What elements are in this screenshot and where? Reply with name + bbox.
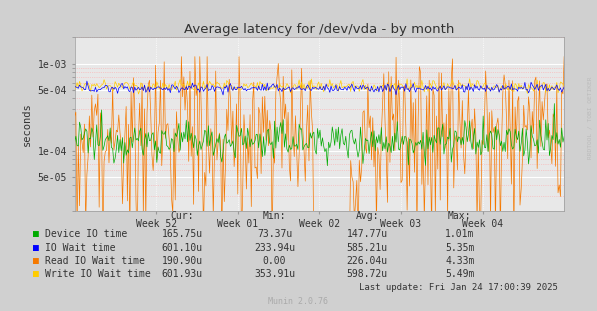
Text: ■: ■ xyxy=(33,269,39,279)
Text: Min:: Min: xyxy=(263,211,287,221)
Text: 226.04u: 226.04u xyxy=(347,256,387,266)
Text: 233.94u: 233.94u xyxy=(254,243,295,253)
Text: ■: ■ xyxy=(33,243,39,253)
Text: Max:: Max: xyxy=(448,211,472,221)
Text: Last update: Fri Jan 24 17:00:39 2025: Last update: Fri Jan 24 17:00:39 2025 xyxy=(359,283,558,292)
Text: IO Wait time: IO Wait time xyxy=(45,243,115,253)
Title: Average latency for /dev/vda - by month: Average latency for /dev/vda - by month xyxy=(184,23,454,36)
Text: ■: ■ xyxy=(33,230,39,239)
Text: Write IO Wait time: Write IO Wait time xyxy=(45,269,150,279)
Text: Cur:: Cur: xyxy=(170,211,194,221)
Text: 0.00: 0.00 xyxy=(263,256,287,266)
Text: Device IO time: Device IO time xyxy=(45,230,127,239)
Text: RRDTOOL / TOBI OETIKER: RRDTOOL / TOBI OETIKER xyxy=(588,77,593,160)
Text: 5.35m: 5.35m xyxy=(445,243,475,253)
Text: 585.21u: 585.21u xyxy=(347,243,387,253)
Text: 598.72u: 598.72u xyxy=(347,269,387,279)
Text: 190.90u: 190.90u xyxy=(162,256,202,266)
Text: 73.37u: 73.37u xyxy=(257,230,293,239)
Text: 1.01m: 1.01m xyxy=(445,230,475,239)
Text: 147.77u: 147.77u xyxy=(347,230,387,239)
Text: 601.10u: 601.10u xyxy=(162,243,202,253)
Text: 601.93u: 601.93u xyxy=(162,269,202,279)
Text: 165.75u: 165.75u xyxy=(162,230,202,239)
Y-axis label: seconds: seconds xyxy=(22,103,32,146)
Text: ■: ■ xyxy=(33,256,39,266)
Text: Avg:: Avg: xyxy=(355,211,379,221)
Text: 4.33m: 4.33m xyxy=(445,256,475,266)
Text: 353.91u: 353.91u xyxy=(254,269,295,279)
Text: Read IO Wait time: Read IO Wait time xyxy=(45,256,144,266)
Text: 5.49m: 5.49m xyxy=(445,269,475,279)
Text: Munin 2.0.76: Munin 2.0.76 xyxy=(269,297,328,306)
